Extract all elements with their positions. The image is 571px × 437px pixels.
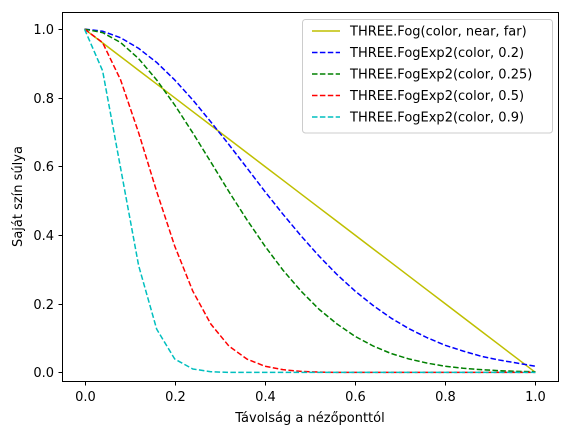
series-line-1 (84, 28, 536, 367)
legend: THREE.Fog(color, near, far) THREE.FogExp2… (302, 19, 553, 134)
y-tick-label: 1.0 (33, 23, 54, 38)
y-tick-label: 0.0 (33, 366, 54, 381)
y-axis: 0.0 0.2 0.4 0.6 0.8 1.0 (33, 23, 63, 381)
y-tick-label: 0.2 (33, 298, 54, 313)
x-tick-label: 0.8 (435, 390, 456, 405)
legend-label: THREE.Fog(color, near, far) (349, 25, 527, 40)
x-tick-label: 0.2 (165, 390, 186, 405)
legend-label: THREE.FogExp2(color, 0.5) (349, 89, 524, 104)
x-tick-label: 0.4 (255, 390, 276, 405)
x-tick-label: 1.0 (525, 390, 546, 405)
legend-box (302, 19, 553, 134)
y-axis-title: Saját szín súlya (11, 146, 26, 247)
legend-label: THREE.FogExp2(color, 0.9) (349, 111, 524, 126)
legend-label: THREE.FogExp2(color, 0.25) (349, 68, 532, 83)
y-tick-label: 0.4 (33, 229, 54, 244)
series-line-2 (84, 28, 536, 373)
x-tick-label: 0.6 (345, 390, 366, 405)
plot-lines (83, 28, 536, 374)
y-tick-label: 0.8 (33, 92, 54, 107)
x-axis-title: Távolság a nézőponttól (234, 411, 384, 426)
series-line-0 (84, 28, 536, 374)
plot-frame (62, 12, 559, 382)
series-line-3 (84, 28, 536, 374)
legend-label: THREE.FogExp2(color, 0.2) (349, 46, 524, 61)
y-tick-label: 0.6 (33, 160, 54, 175)
x-tick-label: 0.0 (75, 390, 96, 405)
x-axis: 0.0 0.2 0.4 0.6 0.8 1.0 (75, 381, 546, 405)
series-line-4 (83, 28, 536, 374)
